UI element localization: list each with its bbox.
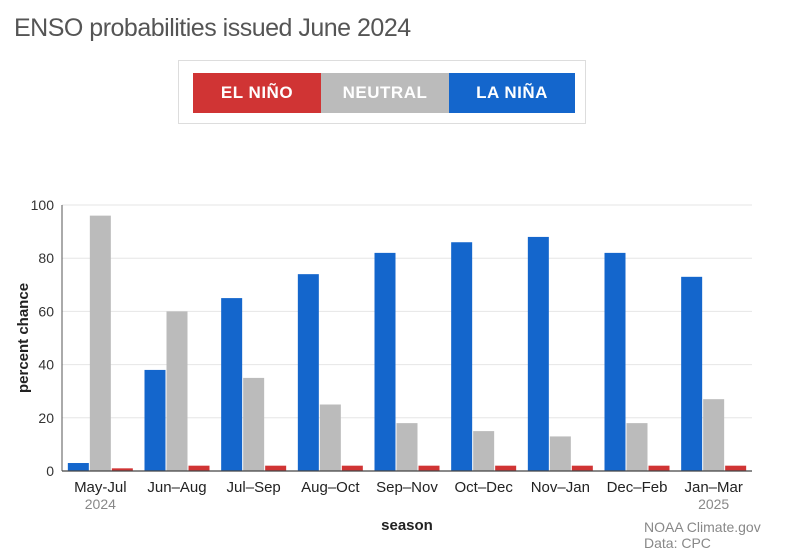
y-tick-label-20: 20 <box>38 410 54 426</box>
bar-la-nina-nov-jan <box>527 236 549 471</box>
bar-la-nina-jun-aug <box>144 369 166 471</box>
x-tick-label-dec-feb: Dec–Feb <box>607 479 668 496</box>
bar-la-nina-jan-mar <box>681 276 703 471</box>
legend-item-la-nina: LA NIÑA <box>449 73 575 113</box>
bar-el-nino-may-jul <box>111 468 133 471</box>
y-tick-label-0: 0 <box>46 463 54 479</box>
y-tick-label-80: 80 <box>38 250 54 266</box>
x-tick-label-jan-mar: Jan–Mar <box>684 479 742 496</box>
bar-neutral-may-jul <box>89 215 111 471</box>
bar-neutral-dec-feb <box>626 423 648 471</box>
x-tick-sublabel-2024: 2024 <box>85 496 116 512</box>
bar-el-nino-jun-aug <box>188 465 210 471</box>
bar-neutral-oct-dec <box>473 431 495 471</box>
bar-la-nina-dec-feb <box>604 252 626 471</box>
bar-la-nina-may-jul <box>67 463 89 471</box>
bar-neutral-jan-mar <box>703 399 725 471</box>
x-tick-label-oct-dec: Oct–Dec <box>454 479 513 496</box>
x-tick-label-may-jul: May-Jul <box>74 479 127 496</box>
x-tick-label-sep-nov: Sep–Nov <box>376 479 438 496</box>
bar-la-nina-sep-nov <box>374 252 396 471</box>
bar-el-nino-jan-mar <box>725 465 747 471</box>
x-tick-label-jun-aug: Jun–Aug <box>147 479 206 496</box>
bar-neutral-sep-nov <box>396 423 418 471</box>
chart-title: ENSO probabilities issued June 2024 <box>14 14 411 42</box>
y-tick-label-40: 40 <box>38 357 54 373</box>
source-line-2: Data: CPC <box>644 535 711 551</box>
legend: EL NIÑO NEUTRAL LA NIÑA <box>178 60 586 124</box>
y-tick-label-100: 100 <box>31 197 55 213</box>
bar-el-nino-nov-jan <box>571 465 593 471</box>
x-axis-title: season <box>381 517 433 534</box>
bar-neutral-nov-jan <box>549 436 571 471</box>
bar-neutral-jul-sep <box>243 377 265 471</box>
y-axis-title: percent chance <box>15 283 32 393</box>
bar-el-nino-oct-dec <box>495 465 517 471</box>
bar-la-nina-oct-dec <box>451 242 473 471</box>
legend-item-neutral: NEUTRAL <box>321 73 449 113</box>
bar-el-nino-aug-oct <box>341 465 363 471</box>
x-tick-label-nov-jan: Nov–Jan <box>531 479 590 496</box>
bar-la-nina-jul-sep <box>221 298 243 471</box>
y-tick-label-60: 60 <box>38 303 54 319</box>
legend-item-el-nino: EL NIÑO <box>193 73 321 113</box>
bar-el-nino-dec-feb <box>648 465 670 471</box>
source-line-1: NOAA Climate.gov <box>644 519 761 535</box>
bar-la-nina-aug-oct <box>297 274 319 471</box>
bar-el-nino-jul-sep <box>265 465 287 471</box>
bar-neutral-aug-oct <box>319 404 341 471</box>
bar-neutral-jun-aug <box>166 311 188 471</box>
bar-el-nino-sep-nov <box>418 465 440 471</box>
source-credit: NOAA Climate.gov Data: CPC <box>644 519 761 551</box>
x-tick-label-aug-oct: Aug–Oct <box>301 479 360 496</box>
x-tick-label-jul-sep: Jul–Sep <box>227 479 281 496</box>
x-tick-sublabel-2025: 2025 <box>698 496 729 512</box>
